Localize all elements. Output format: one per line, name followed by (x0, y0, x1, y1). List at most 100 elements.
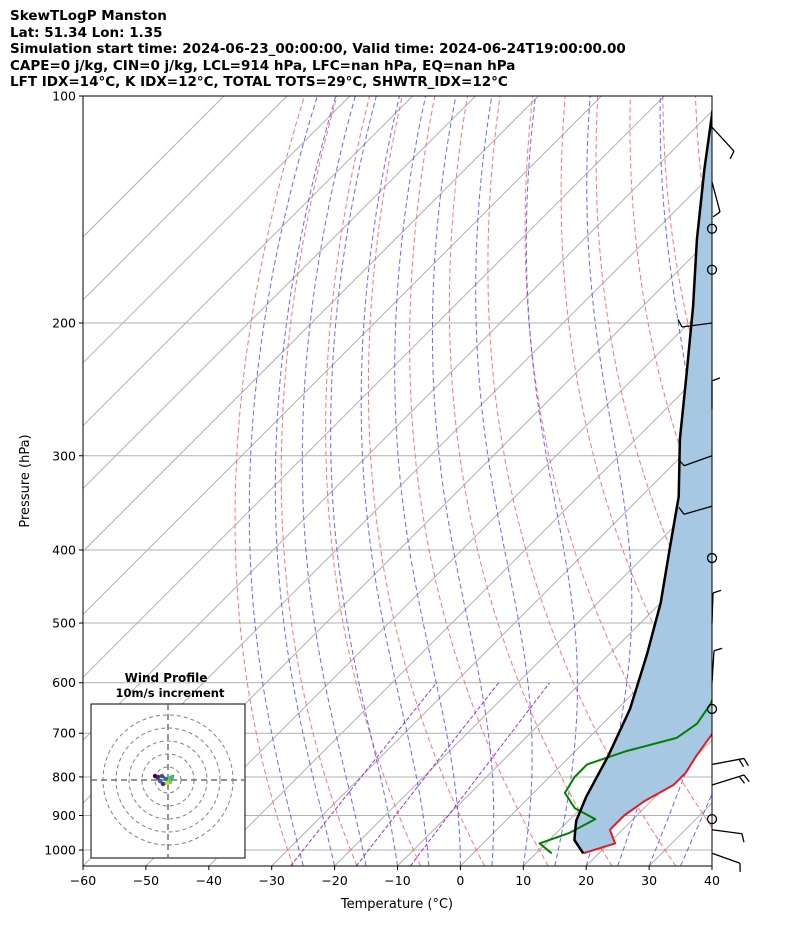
isotherm (83, 96, 539, 553)
moist-adiabat (394, 96, 461, 866)
title-line-0: SkewTLogP Manston (10, 8, 167, 24)
title-block: SkewTLogP Manston Lat: 51.34 Lon: 1.35 Sim… (10, 8, 626, 91)
dry-adiabat (280, 96, 358, 866)
wind-barb (683, 505, 713, 515)
isotherm (397, 550, 712, 866)
x-tick-label: 30 (641, 873, 657, 888)
y-tick-label: 500 (52, 616, 76, 631)
wind-barbs (677, 126, 750, 872)
wind-barb (711, 126, 735, 152)
moist-adiabat (617, 96, 699, 866)
dry-adiabat (367, 96, 485, 866)
inset-subtitle: 10m/s increment (116, 686, 225, 700)
moist-adiabat (680, 792, 712, 866)
dry-adiabat (761, 96, 794, 866)
isotherm (334, 487, 712, 866)
dry-adiabat (325, 96, 422, 866)
moist-adiabat (475, 96, 533, 866)
dry-adiabat (234, 96, 305, 866)
wind-barb (711, 593, 714, 624)
dry-adiabat (728, 96, 794, 866)
title-line-3: CAPE=0 j/kg, CIN=0 j/kg, LCL=914 hPa, LF… (10, 57, 516, 74)
title-line-2: Simulation start time: 2024-06-23_00:00:… (10, 41, 626, 57)
moist-adiabat (585, 96, 633, 866)
x-tick-label: 40 (704, 873, 720, 888)
wind-barb (711, 181, 721, 213)
hodograph-point (159, 773, 165, 779)
wind-calm-circle (706, 703, 718, 715)
moist-adiabat (360, 96, 430, 866)
y-tick-label: 100 (52, 89, 76, 104)
x-tick-label: 20 (578, 873, 594, 888)
isotherm (83, 96, 414, 427)
wind-barb-flag (677, 458, 685, 467)
moist-adiabat (274, 96, 337, 866)
moist-adiabat (301, 96, 367, 866)
isotherm (83, 110, 712, 741)
x-tick-label: −20 (321, 873, 347, 888)
y-tick-label: 700 (52, 726, 76, 741)
wind-barb-flag (738, 759, 745, 768)
wind-barb (711, 650, 715, 683)
wind-profile-inset: Wind Profile 10m/s increment (90, 671, 246, 859)
wind-barb (711, 852, 741, 864)
profile-layer (538, 105, 712, 855)
wind-calm-circle (706, 813, 718, 825)
wind-barb-flag (711, 377, 721, 382)
dewpoint-profile (538, 697, 712, 855)
wind-barb-flag (743, 774, 750, 783)
dry-adiabat (595, 96, 712, 640)
isotherm (460, 613, 712, 866)
wind-calm-circle (706, 264, 718, 275)
wind-calm-circle (706, 552, 718, 564)
title-line-4: LFT IDX=14°C, K IDX=12°C, TOTAL TOTS=29°… (10, 74, 508, 90)
hodograph-point (160, 781, 166, 787)
isotherm (83, 96, 602, 616)
y-tick-label: 300 (52, 448, 76, 463)
wind-barb (711, 774, 745, 786)
isotherm (83, 96, 288, 301)
isotherm (83, 96, 351, 364)
hodograph-point (169, 774, 175, 780)
wind-barb (711, 829, 743, 835)
grid-layer (83, 96, 794, 866)
x-tick-label: 0 (456, 873, 464, 888)
wind-barb-flag (712, 589, 722, 594)
isotherm (83, 96, 476, 490)
hodograph-point (157, 778, 163, 784)
y-tick-label: 1000 (44, 843, 76, 858)
wind-barb-flag (678, 506, 685, 515)
cape-cin-shading (574, 114, 712, 854)
isotherm (145, 299, 712, 866)
x-axis-label: Temperature (°C) (340, 897, 453, 912)
wind-barb (681, 322, 713, 328)
wind-barb-flag (738, 776, 745, 784)
title-line-1: Lat: 51.34 Lon: 1.35 (10, 24, 163, 41)
isotherm (83, 96, 665, 679)
y-axis-label: Pressure (hPa) (18, 434, 33, 527)
x-tick-label: −60 (70, 873, 96, 888)
wind-barb (683, 455, 713, 467)
wind-barb-flag (743, 758, 749, 767)
hodograph-point (152, 773, 158, 779)
hodograph-point (163, 776, 169, 782)
moist-adiabat (711, 864, 712, 866)
mixing-ratio-line (355, 682, 499, 866)
moist-adiabat (330, 96, 398, 866)
y-tick-label: 600 (52, 675, 76, 690)
temperature-profile (582, 732, 712, 855)
x-tick-label: −30 (259, 873, 285, 888)
wind-calm-circle (706, 223, 718, 234)
parcel-profile (573, 105, 712, 854)
inset-title: Wind Profile (125, 671, 208, 685)
isotherm (711, 865, 712, 866)
moist-adiabat (248, 96, 318, 866)
mixing-ratio-line (409, 682, 550, 866)
wind-barb-flag (741, 833, 745, 843)
x-tick-label: 10 (515, 873, 531, 888)
hodograph-point (164, 780, 170, 786)
wind-barb (711, 757, 745, 766)
y-tick-label: 900 (52, 808, 76, 823)
y-tick-label: 400 (52, 542, 76, 557)
x-tick-label: −40 (196, 873, 222, 888)
